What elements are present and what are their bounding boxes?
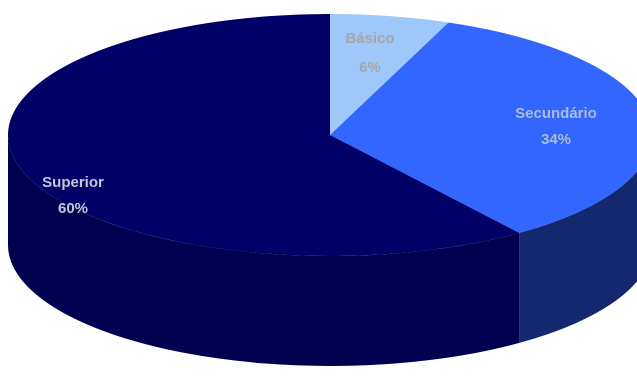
- pie-side-secundario: [519, 171, 637, 343]
- pie-slice-secundario: [330, 22, 637, 233]
- slice-value-superior: 60%: [58, 200, 88, 217]
- slice-label-superior: Superior: [42, 174, 104, 191]
- slice-value-secundario: 34%: [541, 131, 571, 148]
- pie-tops: [7, 14, 637, 256]
- pie-sides: [8, 135, 637, 366]
- pie-side-superior: [8, 135, 520, 366]
- slice-label-secundario: Secundário: [515, 105, 597, 122]
- pie-labels: Básico 6% Secundário 34% Superior 60%: [42, 30, 597, 217]
- pie-slice-basico: [330, 14, 449, 135]
- pie-slice-superior: [7, 14, 520, 256]
- slice-label-basico: Básico: [345, 30, 394, 47]
- slice-value-basico: 6%: [359, 59, 381, 76]
